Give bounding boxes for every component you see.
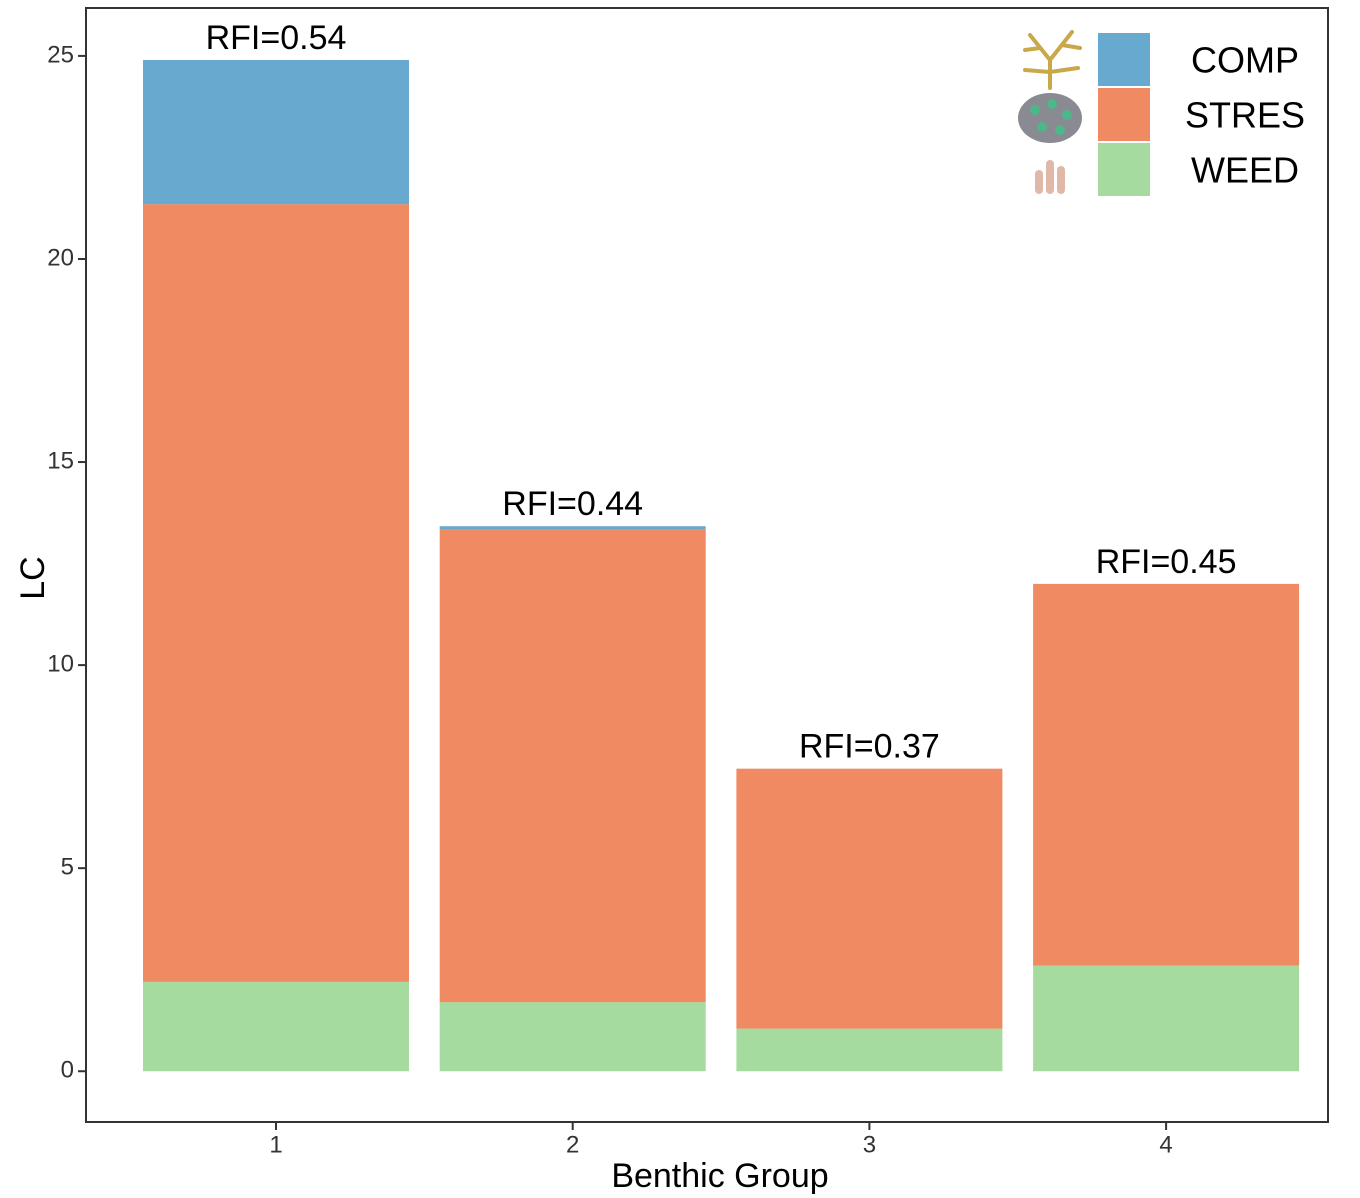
chart: Benthic Group LC 0 5 10 15 20 25 1 RFI=0.54 2 RFI… — [0, 0, 1360, 1198]
x-tick-label: 1 — [269, 1131, 282, 1158]
y-tick-label: 20 — [47, 244, 74, 271]
x-tick-label: 3 — [863, 1131, 876, 1158]
annotation: RFI=0.37 — [799, 728, 940, 766]
y-tick-label: 5 — [61, 854, 74, 881]
y-tick-label: 10 — [47, 650, 74, 677]
legend-label: WEED — [1191, 150, 1299, 191]
annotation: RFI=0.45 — [1096, 543, 1237, 581]
y-tick-label: 0 — [61, 1057, 74, 1084]
x-axis-title: Benthic Group — [611, 1157, 828, 1195]
y-axis-title: LC — [14, 556, 52, 599]
bar-segment — [736, 1029, 1002, 1072]
annotation: RFI=0.54 — [206, 19, 347, 57]
bar-segment — [440, 1002, 706, 1071]
bar-segment — [736, 769, 1002, 1029]
bar-segment — [143, 60, 409, 204]
legend-key — [1098, 33, 1150, 86]
bar-segment — [143, 982, 409, 1071]
x-tick-label: 2 — [566, 1131, 579, 1158]
x-tick-label: 4 — [1159, 1131, 1172, 1158]
legend-label: STRES — [1185, 95, 1305, 136]
bar-segment — [1033, 584, 1299, 966]
legend-label: COMP — [1191, 40, 1299, 81]
bar-segment — [1033, 966, 1299, 1072]
bar-segment — [440, 529, 706, 1002]
legend-key — [1098, 143, 1150, 196]
annotation: RFI=0.44 — [502, 485, 643, 523]
legend-icons — [1018, 32, 1082, 194]
bar-segment — [440, 526, 706, 529]
y-tick-label: 25 — [47, 41, 74, 68]
y-tick-label: 15 — [47, 447, 74, 474]
legend-key — [1098, 88, 1150, 141]
bar-segment — [143, 204, 409, 982]
